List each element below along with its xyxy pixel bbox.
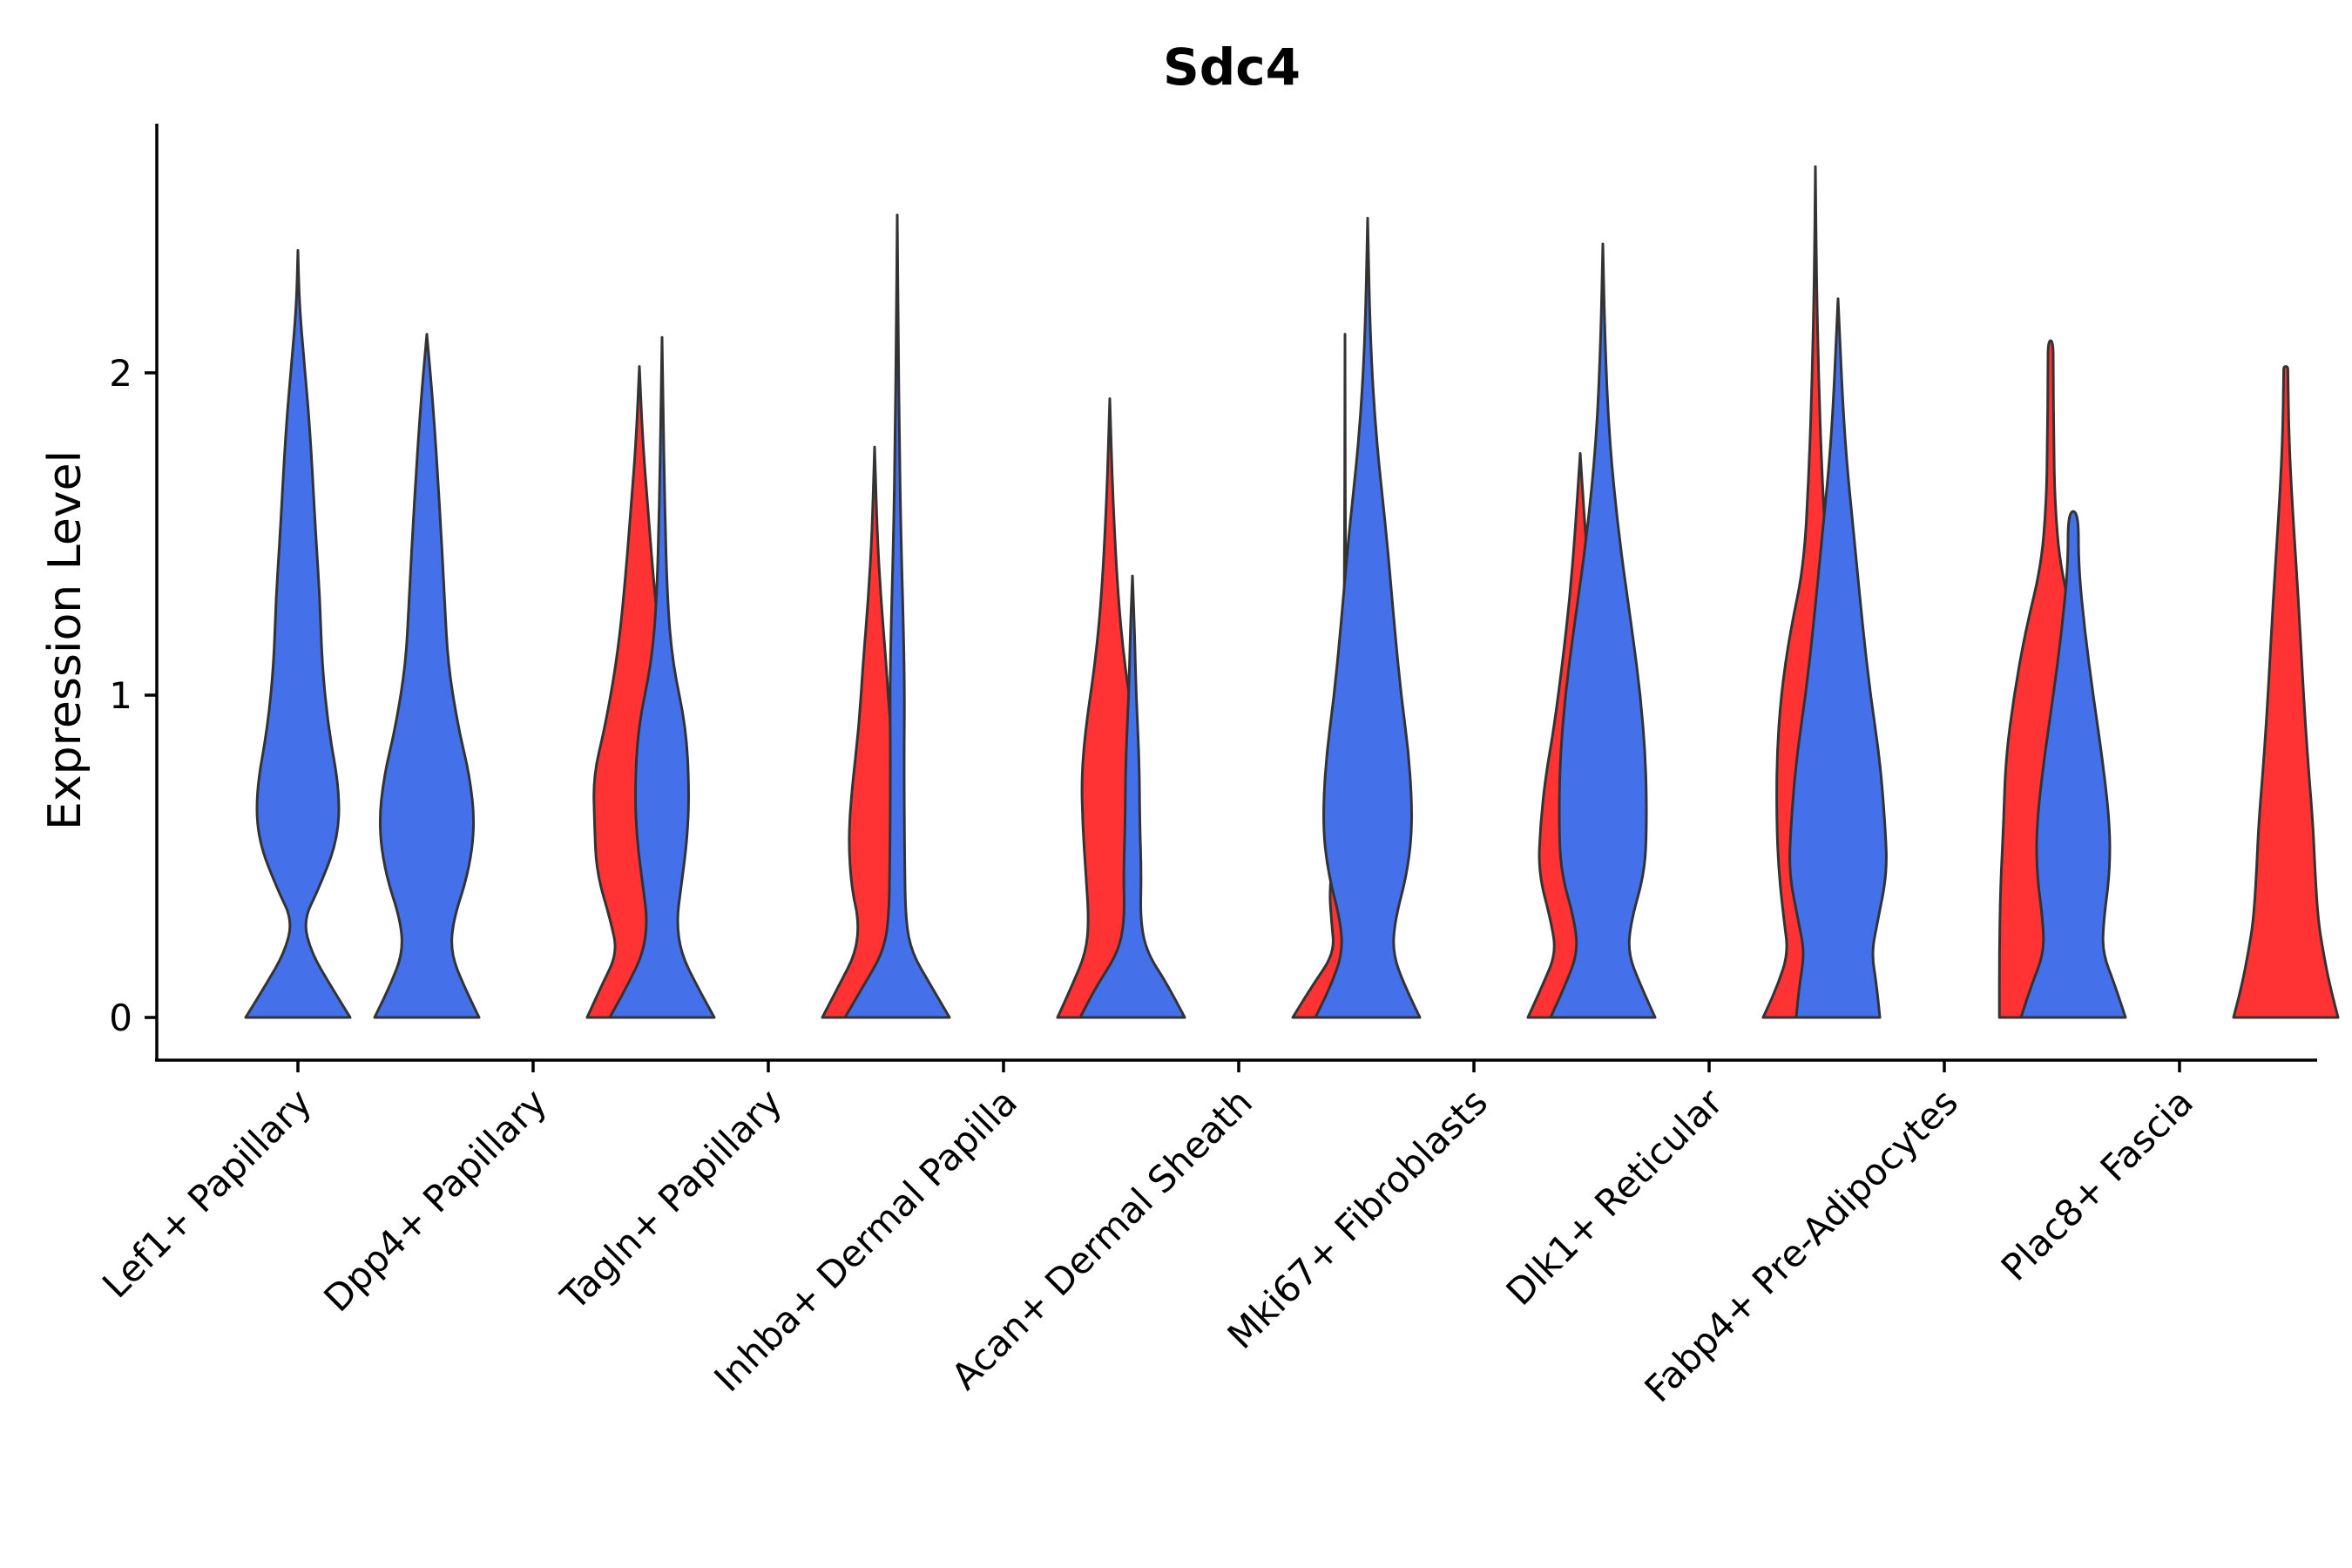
axes-group xyxy=(155,124,2317,1062)
violins-group xyxy=(244,165,2340,1019)
x-tick-label: Lef1+ Papillary xyxy=(94,1080,320,1306)
violin-dlk1-reticular-a xyxy=(1549,242,1657,1019)
violin-plac8-fascia-b xyxy=(2232,365,2340,1019)
violin-tagln-papillary-b xyxy=(821,445,929,1019)
x-tick-label: Plac8+ Fascia xyxy=(1993,1080,2201,1288)
violin-tagln-papillary-a xyxy=(608,335,716,1019)
violin-fabp4-pre-adipocytes-a xyxy=(1788,297,1888,1019)
violin-inhba-dermal-papilla-b xyxy=(1056,397,1164,1019)
chart-title: Sdc4 xyxy=(1163,37,1301,97)
violin-inhba-dermal-papilla-a xyxy=(843,213,951,1019)
x-tick-label: Tagln+ Papillary xyxy=(552,1080,790,1318)
x-tick-label: Dlk1+ Reticular xyxy=(1498,1080,1732,1314)
y-tick-label: 2 xyxy=(109,352,132,395)
violin-acan-dermal-sheath-a xyxy=(1078,574,1186,1019)
x-tick-label: Dpp4+ Papillary xyxy=(315,1080,555,1320)
y-axis-label: Expression Level xyxy=(39,450,91,830)
violin-plac8-fascia-a xyxy=(2019,510,2127,1019)
y-ticks-group: 0 1 2 xyxy=(109,352,157,1039)
y-tick-label: 1 xyxy=(109,674,132,717)
violin-lef1-papillary-a xyxy=(244,248,352,1019)
y-tick-label: 0 xyxy=(109,997,132,1039)
violin-mki67-fibroblasts-a xyxy=(1314,216,1422,1019)
x-tick-label: Mki67+ Fibroblasts xyxy=(1220,1080,1496,1356)
violin-dpp4-papillary-a xyxy=(373,333,481,1019)
